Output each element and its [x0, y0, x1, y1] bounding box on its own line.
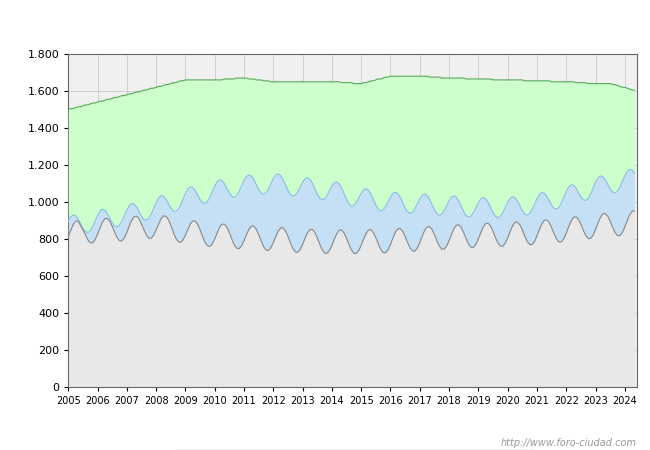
Text: http://www.foro-ciudad.com: http://www.foro-ciudad.com	[501, 438, 637, 448]
Text: Deifontes - Evolucion de la poblacion en edad de Trabajar Mayo de 2024: Deifontes - Evolucion de la poblacion en…	[45, 18, 605, 31]
